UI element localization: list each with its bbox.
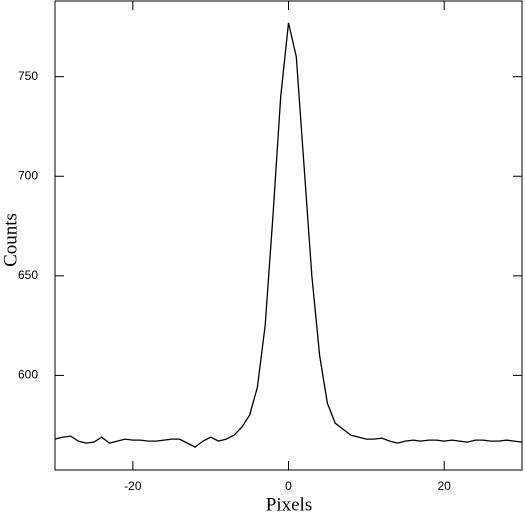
y-tick-label: 650: [18, 268, 38, 282]
x-tick-label: -20: [124, 479, 142, 493]
data-line: [54, 22, 523, 448]
plot-frame: [54, 0, 523, 471]
x-axis-title: Pixels: [266, 494, 312, 515]
y-tick-label: 600: [18, 368, 38, 382]
x-tick-label: 20: [437, 479, 451, 493]
x-tick-label: 0: [285, 479, 292, 493]
y-tick-label: 700: [18, 168, 38, 182]
y-axis-title: Counts: [0, 213, 21, 267]
y-tick-label: 750: [18, 69, 38, 83]
